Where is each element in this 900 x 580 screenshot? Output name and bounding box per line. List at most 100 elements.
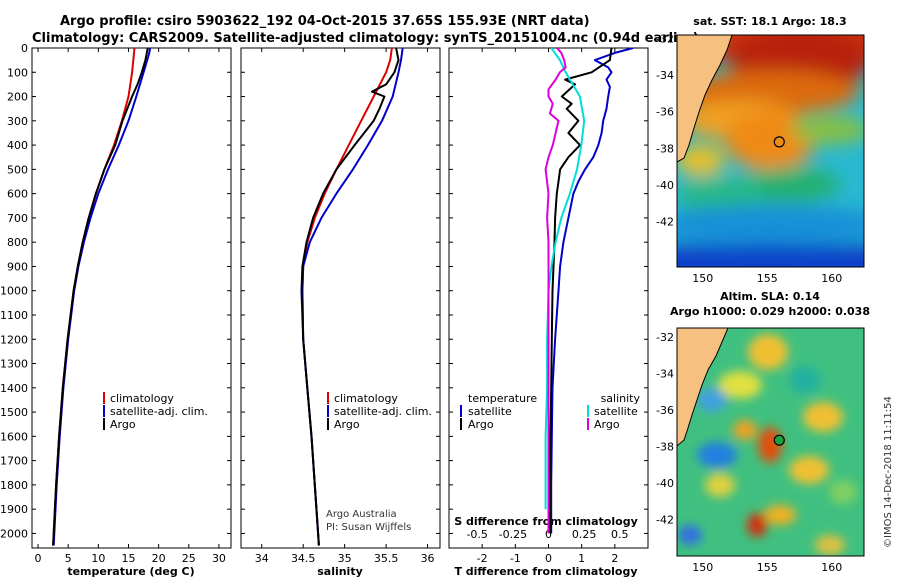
depth-tick-label: 1100: [0, 309, 28, 322]
series-line-t-satellite: [550, 48, 634, 534]
x-tick-label: 5: [65, 552, 72, 565]
legend-label-s-satellite: satellite: [594, 405, 638, 418]
x-tick-label: 35: [338, 552, 352, 565]
depth-tick-label: 0: [21, 42, 28, 55]
x-tick-label: 34.5: [291, 552, 316, 565]
sst-map-frame: [676, 34, 865, 268]
depth-tick-label: 300: [7, 115, 28, 128]
sla-map: [677, 328, 864, 556]
legend-label-satellite: satellite-adj. clim.: [110, 405, 208, 418]
legend-title-temperature: temperature: [468, 392, 537, 405]
legend-label-argo: Argo: [110, 418, 136, 431]
difference-top-xlabel: S difference from climatology: [454, 515, 638, 528]
map-lon-tick-label: 150: [692, 561, 713, 574]
map-lat-tick-label: -32: [656, 331, 674, 344]
difference-series: [544, 48, 634, 534]
sst-land: [677, 35, 733, 163]
sla-map-frame: [676, 327, 865, 557]
axis-ticks: 0100200300400500600700800900100011001200…: [0, 33, 842, 574]
depth-tick-label: 1800: [0, 479, 28, 492]
map-lon-tick-label: 155: [757, 272, 778, 285]
x-tick-label: 0: [545, 552, 552, 565]
sla-map-title: Altim. SLA: 0.14: [720, 290, 820, 303]
depth-tick-label: 600: [7, 188, 28, 201]
legend-title-salinity: salinity: [601, 392, 641, 405]
legend-label-t-argo: Argo: [468, 418, 494, 431]
series-line-s-argo: [544, 48, 567, 534]
legend-label-satellite: satellite-adj. clim.: [334, 405, 432, 418]
salinity-axes: [240, 47, 441, 549]
x-tick-label: -1: [510, 552, 521, 565]
figure-title-line1: Argo profile: csiro 5903622_192 04-Oct-2…: [60, 14, 590, 29]
salinity-series: [300, 48, 404, 546]
series-line-satellite-adj-clim-: [301, 48, 404, 546]
x-tick-label: 35.5: [374, 552, 399, 565]
s-diff-tick-label: -0.25: [499, 528, 527, 541]
salinity-xlabel: salinity: [317, 565, 363, 578]
temperature-xlabel: temperature (deg C): [67, 565, 194, 578]
depth-tick-label: 1000: [0, 285, 28, 298]
legend-label-s-argo: Argo: [594, 418, 620, 431]
sst-float-marker: [773, 136, 785, 148]
legend-label-t-satellite: satellite: [468, 405, 512, 418]
difference-legend: temperature satellite Argo salinity sate…: [460, 392, 641, 431]
depth-tick-label: 1600: [0, 430, 28, 443]
x-tick-label: 0: [35, 552, 42, 565]
series-line-s-satellite: [544, 48, 586, 510]
sla-float-marker: [773, 434, 785, 446]
temperature-axes: [31, 47, 232, 549]
map-lat-tick-label: -38: [656, 142, 674, 155]
legend-label-climatology: climatology: [110, 392, 174, 405]
s-diff-tick-label: 0.5: [611, 528, 629, 541]
map-lat-tick-label: -38: [656, 441, 674, 454]
x-tick-label: 25: [182, 552, 196, 565]
legend-label-climatology: climatology: [334, 392, 398, 405]
map-lat-tick-label: -34: [656, 69, 674, 82]
depth-tick-label: 900: [7, 260, 28, 273]
map-lat-tick-label: -36: [656, 404, 674, 417]
sla-field: [678, 334, 857, 555]
map-lon-tick-label: 155: [757, 561, 778, 574]
legend-label-argo: Argo: [334, 418, 360, 431]
sst-map: [677, 35, 864, 267]
depth-tick-label: 2000: [0, 527, 28, 540]
sla-land: [677, 328, 729, 447]
difference-xlabel: T difference from climatology: [454, 565, 637, 578]
depth-tick-label: 1300: [0, 358, 28, 371]
map-lat-tick-label: -42: [656, 514, 674, 527]
sla-map-subtitle: Argo h1000: 0.029 h2000: 0.038: [670, 305, 870, 318]
timestamp-stamp: ©IMOS 14-Dec-2018 11:11:54: [883, 396, 894, 548]
s-diff-tick-label: -0.5: [466, 528, 487, 541]
map-lat-tick-label: -42: [656, 215, 674, 228]
temperature-series: [52, 48, 152, 546]
map-lat-tick-label: -40: [656, 179, 674, 192]
depth-tick-label: 200: [7, 91, 28, 104]
depth-tick-label: 1400: [0, 382, 28, 395]
map-lon-tick-label: 150: [692, 272, 713, 285]
figure-title-line2: Climatology: CARS2009. Satellite-adjuste…: [32, 31, 699, 46]
depth-tick-label: 1900: [0, 503, 28, 516]
depth-tick-label: 1700: [0, 455, 28, 468]
s-diff-tick-label: 0: [545, 528, 552, 541]
series-line-argo: [52, 48, 149, 546]
s-diff-tick-label: 0.25: [572, 528, 597, 541]
depth-tick-label: 100: [7, 66, 28, 79]
depth-tick-label: 700: [7, 212, 28, 225]
map-lon-tick-label: 160: [821, 561, 842, 574]
map-lon-tick-label: 160: [821, 272, 842, 285]
map-lat-tick-label: -40: [656, 477, 674, 490]
map-lat-tick-label: -36: [656, 106, 674, 119]
temperature-legend: climatology satellite-adj. clim. Argo: [103, 392, 208, 431]
x-tick-label: 30: [212, 552, 226, 565]
x-tick-label: -2: [477, 552, 488, 565]
map-lat-tick-label: -34: [656, 368, 674, 381]
series-line-argo: [300, 48, 400, 546]
depth-tick-label: 1500: [0, 406, 28, 419]
map-lat-tick-label: -32: [656, 33, 674, 46]
x-tick-label: 36: [421, 552, 435, 565]
sst-field: [677, 35, 864, 267]
credit-line1: Argo Australia: [326, 509, 397, 520]
x-tick-label: 1: [578, 552, 585, 565]
x-tick-label: 2: [611, 552, 618, 565]
